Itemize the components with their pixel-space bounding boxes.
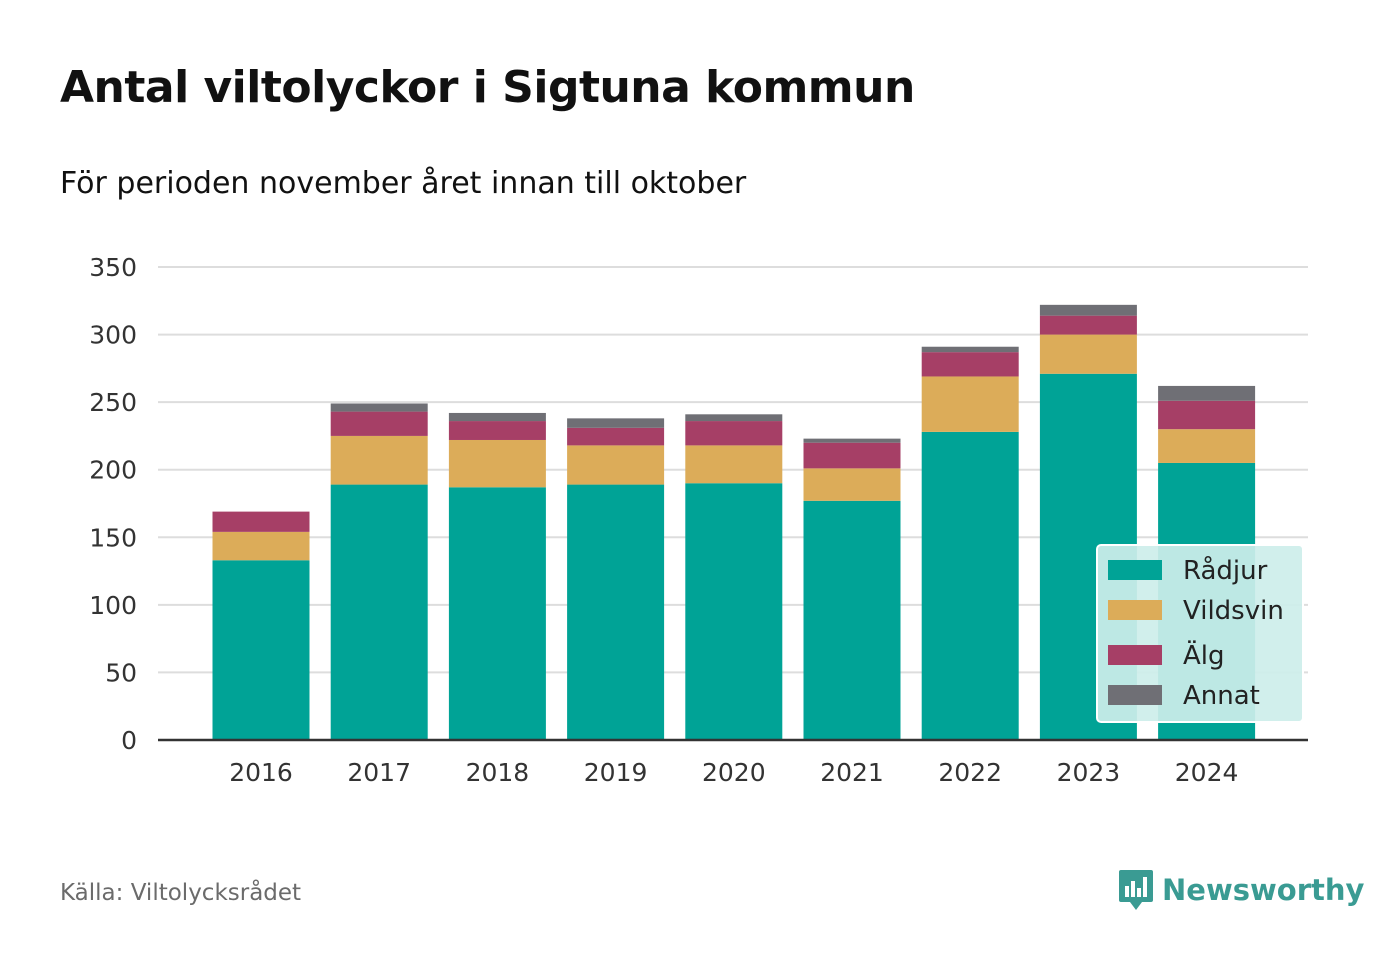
bar-segment-annat-2023 [1039, 304, 1137, 316]
y-tick-label: 300 [89, 321, 137, 350]
bar-segment-rådjur-2021 [803, 500, 901, 740]
bar-segment-vildsvin-2019 [567, 445, 665, 485]
legend-label: Älg [1183, 639, 1225, 671]
legend-swatch-annat [1108, 685, 1162, 705]
x-tick-label: 2018 [466, 758, 530, 787]
bar-segment-annat-2022 [921, 346, 1019, 353]
y-tick-label: 250 [89, 388, 137, 417]
bar-segment-annat-2017 [330, 403, 428, 412]
bar-segment-älg-2018 [448, 421, 546, 440]
chart-title: Antal viltolyckor i Sigtuna kommun [60, 62, 915, 113]
y-tick-label: 50 [105, 658, 137, 687]
bar-segment-rådjur-2022 [921, 431, 1019, 740]
bar-segment-rådjur-2020 [685, 483, 783, 740]
bar-segment-rådjur-2019 [567, 484, 665, 740]
bar-segment-vildsvin-2024 [1158, 429, 1256, 463]
chart-subtitle: För perioden november året innan till ok… [60, 166, 747, 201]
bar-segment-älg-2021 [803, 442, 901, 469]
bar-segment-vildsvin-2017 [330, 435, 428, 485]
legend: Rådjur Vildsvin Älg Annat [1096, 544, 1304, 723]
bar-segment-rådjur-2016 [212, 560, 310, 740]
bar-segment-älg-2024 [1158, 400, 1256, 430]
legend-box [1096, 544, 1304, 723]
x-tick-label: 2024 [1175, 758, 1239, 787]
bar-segment-älg-2023 [1039, 315, 1137, 335]
legend-label: Vildsvin [1183, 596, 1284, 626]
bar-segment-älg-2022 [921, 352, 1019, 377]
bar-segment-vildsvin-2018 [448, 439, 546, 488]
legend-swatch-rådjur [1108, 560, 1162, 580]
brand-logo[interactable]: Newsworthy [1118, 868, 1364, 912]
bar-chart-speech-bubble-icon [1119, 870, 1153, 910]
y-tick-label: 200 [89, 456, 137, 485]
y-tick-label: 350 [89, 253, 137, 282]
y-tick-label: 0 [121, 726, 137, 755]
bar-segment-älg-2020 [685, 421, 783, 446]
legend-swatch-vildsvin [1108, 600, 1162, 620]
bar-segment-älg-2017 [330, 411, 428, 436]
bar-segment-rådjur-2017 [330, 484, 428, 740]
bar-segment-annat-2019 [567, 418, 665, 428]
x-tick-label: 2020 [702, 758, 766, 787]
bar-segment-älg-2019 [567, 427, 665, 446]
axes: 0 50 100 150 200 250 300 350 2016 2017 2018 2019 202… [89, 253, 1308, 787]
bar-segment-vildsvin-2020 [685, 445, 783, 484]
legend-label: Rådjur [1183, 555, 1268, 586]
bar-segment-annat-2021 [803, 438, 901, 443]
x-tick-label: 2022 [938, 758, 1002, 787]
bar-segment-vildsvin-2021 [803, 468, 901, 501]
bar-segment-vildsvin-2022 [921, 376, 1019, 432]
x-tick-label: 2021 [820, 758, 884, 787]
legend-swatch-älg [1108, 645, 1162, 665]
y-tick-label: 150 [89, 523, 137, 552]
source-note: Källa: Viltolycksrådet [60, 880, 302, 906]
bar-segment-vildsvin-2023 [1039, 334, 1137, 374]
bar-segment-vildsvin-2016 [212, 531, 310, 561]
brand-name: Newsworthy [1162, 873, 1365, 907]
bar-segment-annat-2024 [1158, 385, 1256, 401]
x-tick-label: 2017 [347, 758, 411, 787]
bar-segment-annat-2020 [685, 414, 783, 422]
bar-segment-rådjur-2018 [448, 487, 546, 740]
bar-segment-annat-2018 [448, 412, 546, 422]
x-tick-label: 2023 [1057, 758, 1121, 787]
bar-segment-älg-2016 [212, 511, 310, 532]
x-tick-label: 2019 [584, 758, 648, 787]
y-tick-label: 100 [89, 591, 137, 620]
x-tick-label: 2016 [229, 758, 293, 787]
legend-label: Annat [1183, 681, 1260, 711]
